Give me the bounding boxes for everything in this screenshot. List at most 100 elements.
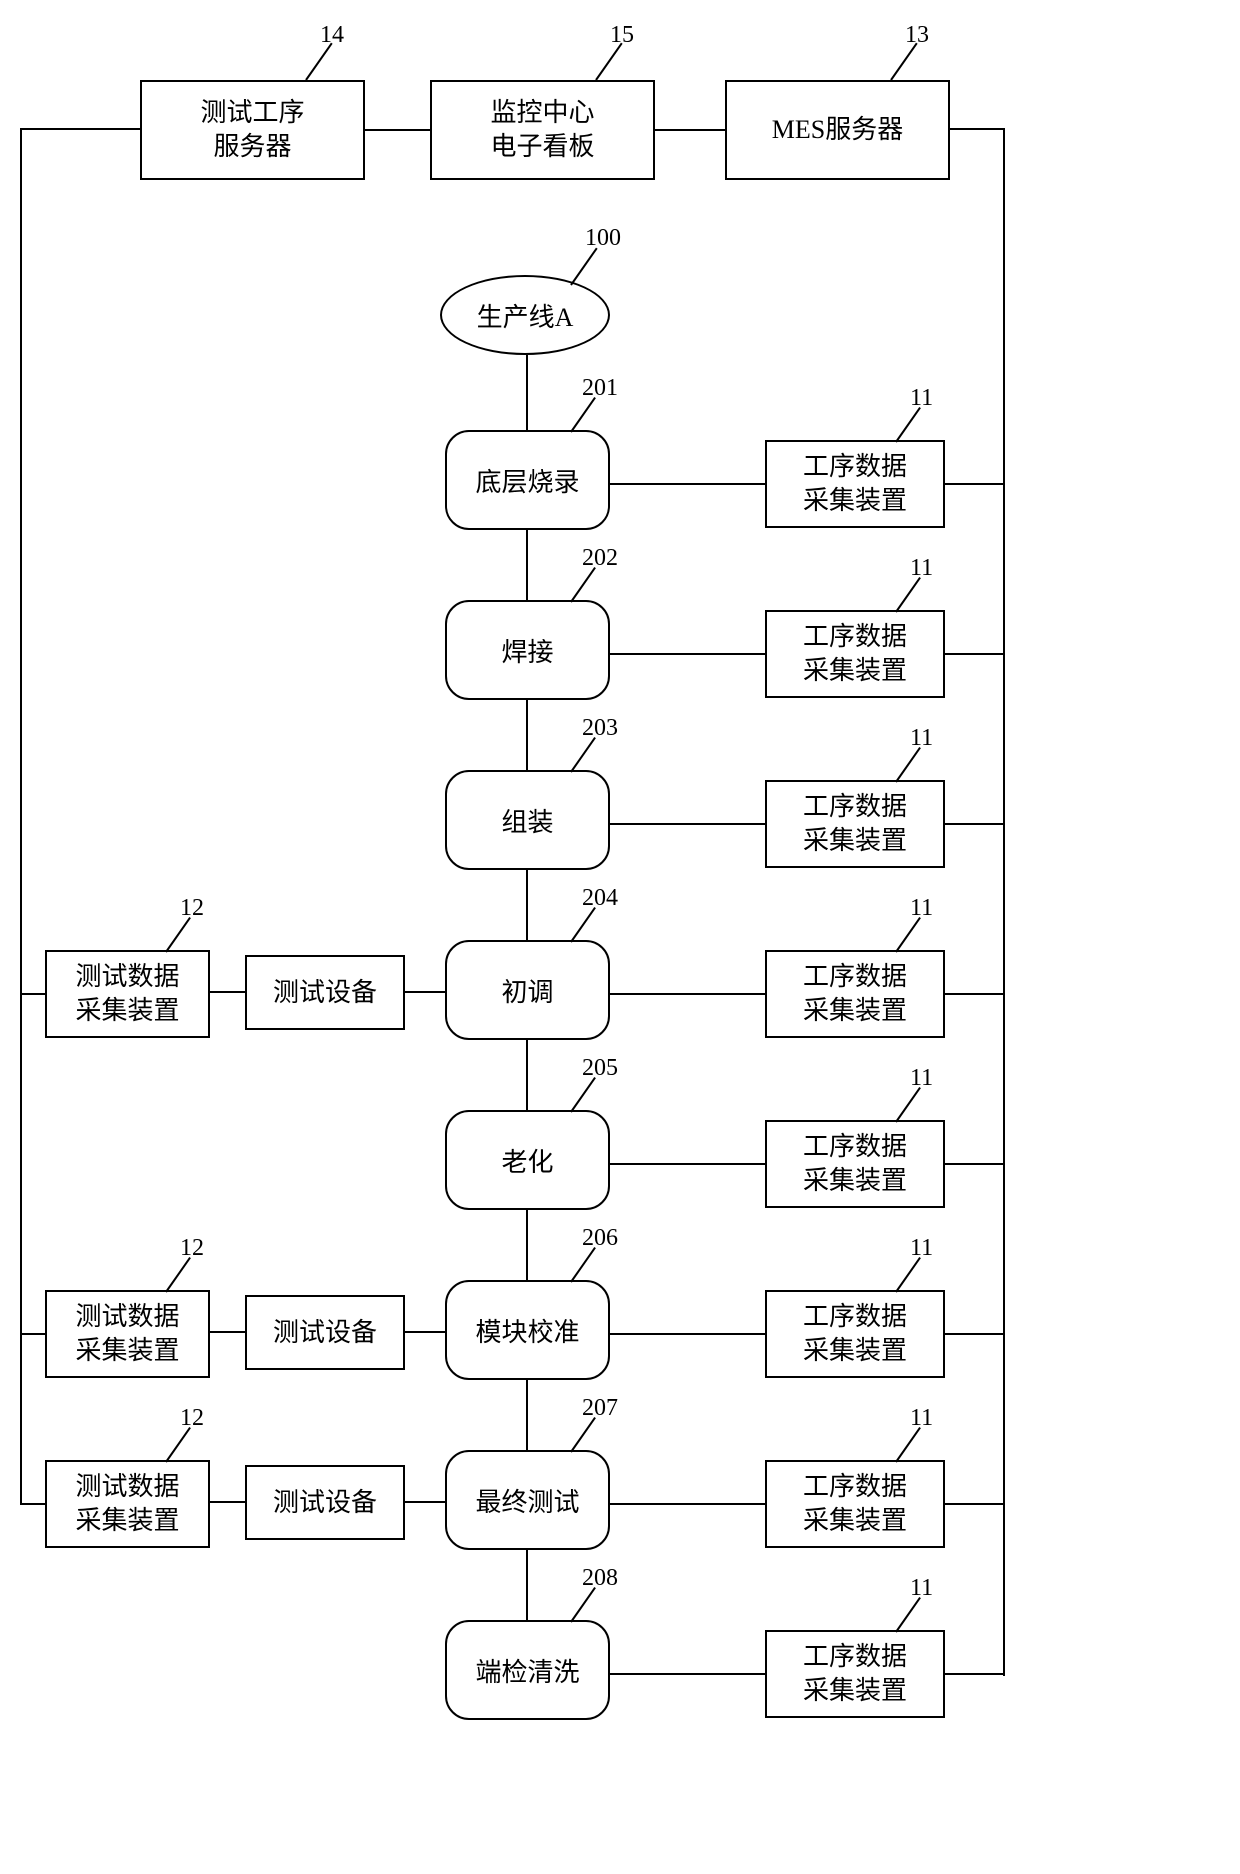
step-label: 组装	[501, 802, 553, 839]
ref-tick	[895, 407, 921, 443]
ref-12: 12	[180, 1235, 204, 1262]
process-step: 底层烧录	[445, 430, 610, 530]
monitor-label1: 监控中心	[490, 96, 594, 130]
ref-tick	[570, 567, 596, 603]
connector	[610, 1503, 765, 1505]
data-collector-box: 工序数据 采集装置	[765, 1120, 945, 1208]
ref-tick	[570, 1417, 596, 1453]
test-equip-label: 测试设备	[273, 976, 377, 1010]
step-label: 初调	[501, 972, 553, 1009]
ref-tick	[895, 1257, 921, 1293]
connector	[610, 1333, 765, 1335]
data-collector-box: 工序数据 采集装置	[765, 950, 945, 1038]
ref-11: 11	[910, 895, 933, 922]
connector	[526, 700, 528, 770]
ref-15: 15	[610, 22, 634, 49]
collector-label1: 工序数据	[803, 450, 907, 484]
connector	[610, 823, 765, 825]
ref-tick	[895, 577, 921, 613]
ref-tick	[895, 1087, 921, 1123]
connector	[365, 129, 430, 131]
ref-11: 11	[910, 1235, 933, 1262]
connector	[526, 1210, 528, 1280]
ref-tick	[165, 1257, 191, 1293]
test-equipment-box: 测试设备	[245, 955, 405, 1030]
ref-11: 11	[910, 1405, 933, 1432]
ref-tick	[895, 747, 921, 783]
data-collector-box: 工序数据 采集装置	[765, 1460, 945, 1548]
collector-label1: 工序数据	[803, 1130, 907, 1164]
connector	[20, 1503, 45, 1505]
collector-label1: 工序数据	[803, 960, 907, 994]
connector	[526, 870, 528, 940]
ref-13: 13	[905, 22, 929, 49]
connector	[526, 1550, 528, 1620]
ref-tick	[570, 397, 596, 433]
tdc-label2: 采集装置	[75, 1504, 179, 1538]
test-equip-label: 测试设备	[273, 1486, 377, 1520]
data-collector-box: 工序数据 采集装置	[765, 440, 945, 528]
production-line-label: 生产线A	[477, 297, 574, 334]
connector	[20, 128, 140, 130]
collector-label2: 采集装置	[803, 1504, 907, 1538]
connector	[526, 1040, 528, 1110]
connector	[610, 1163, 765, 1165]
connector	[210, 1331, 245, 1333]
ref-tick	[895, 917, 921, 953]
ref-205: 205	[582, 1055, 618, 1082]
data-collector-box: 工序数据 采集装置	[765, 780, 945, 868]
process-step: 老化	[445, 1110, 610, 1210]
step-label: 最终测试	[475, 1482, 579, 1519]
ref-207: 207	[582, 1395, 618, 1422]
ref-tick	[165, 1427, 191, 1463]
connector	[210, 1501, 245, 1503]
tdc-label1: 测试数据	[75, 1470, 179, 1504]
collector-label2: 采集装置	[803, 1334, 907, 1368]
ref-201: 201	[582, 375, 618, 402]
collector-label2: 采集装置	[803, 994, 907, 1028]
process-step: 端检清洗	[445, 1620, 610, 1720]
connector	[945, 993, 1005, 995]
ref-100: 100	[585, 225, 621, 252]
process-step: 组装	[445, 770, 610, 870]
collector-label1: 工序数据	[803, 1300, 907, 1334]
connector	[945, 483, 1005, 485]
test-server-box: 测试工序 服务器	[140, 80, 365, 180]
connector	[945, 1503, 1005, 1505]
test-equipment-box: 测试设备	[245, 1295, 405, 1370]
test-data-collector-box: 测试数据 采集装置	[45, 950, 210, 1038]
ref-11: 11	[910, 555, 933, 582]
test-equipment-box: 测试设备	[245, 1465, 405, 1540]
process-step: 焊接	[445, 600, 610, 700]
tdc-label2: 采集装置	[75, 1334, 179, 1368]
test-data-collector-box: 测试数据 采集装置	[45, 1460, 210, 1548]
connector	[526, 355, 528, 430]
ref-202: 202	[582, 545, 618, 572]
test-equip-label: 测试设备	[273, 1316, 377, 1350]
ref-14: 14	[320, 22, 344, 49]
connector	[20, 128, 22, 1504]
tdc-label1: 测试数据	[75, 1300, 179, 1334]
step-label: 底层烧录	[475, 462, 579, 499]
connector	[945, 1163, 1005, 1165]
monitor-label2: 电子看板	[490, 130, 594, 164]
connector	[20, 1333, 45, 1335]
process-step: 模块校准	[445, 1280, 610, 1380]
data-collector-box: 工序数据 采集装置	[765, 1290, 945, 1378]
monitor-board-box: 监控中心 电子看板	[430, 80, 655, 180]
ref-tick	[570, 1587, 596, 1623]
tdc-label1: 测试数据	[75, 960, 179, 994]
ref-11: 11	[910, 725, 933, 752]
ref-11: 11	[910, 1575, 933, 1602]
connector	[950, 128, 1005, 130]
collector-label1: 工序数据	[803, 1640, 907, 1674]
connector	[210, 991, 245, 993]
test-server-label1: 测试工序	[200, 96, 304, 130]
process-step: 最终测试	[445, 1450, 610, 1550]
connector	[610, 1673, 765, 1675]
data-collector-box: 工序数据 采集装置	[765, 1630, 945, 1718]
ref-204: 204	[582, 885, 618, 912]
ref-tick	[570, 907, 596, 943]
ref-12: 12	[180, 1405, 204, 1432]
ref-206: 206	[582, 1225, 618, 1252]
